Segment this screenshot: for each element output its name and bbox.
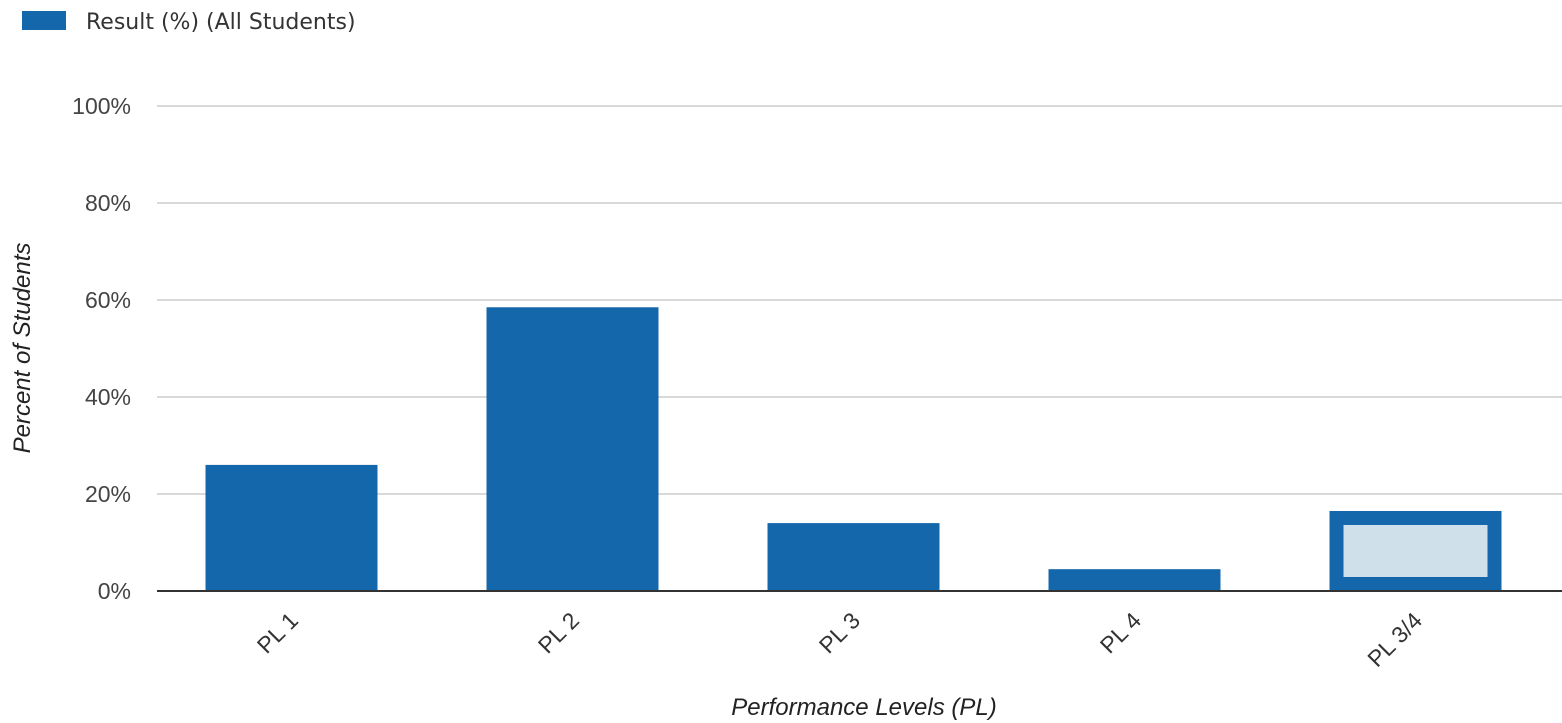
bars <box>205 307 1502 591</box>
y-axis-ticks: 0% 20% 40% 60% 80% 100% <box>72 93 131 604</box>
y-tick-label: 80% <box>85 190 131 216</box>
y-tick-label: 60% <box>85 287 131 313</box>
y-tick-label: 100% <box>72 93 131 119</box>
x-category-label: PL 3 <box>814 607 865 658</box>
bar-pl-2 <box>486 307 659 591</box>
x-category-label: PL 4 <box>1095 607 1146 658</box>
legend-label: Result (%) (All Students) <box>86 10 356 35</box>
bar-highlight-fill <box>1343 524 1488 577</box>
x-axis-categories: PL 1 PL 2 PL 3 PL 4 PL 3/4 <box>252 607 1427 672</box>
legend-swatch <box>22 11 66 30</box>
y-axis-title: Percent of Students <box>9 243 36 454</box>
x-category-label: PL 3/4 <box>1362 607 1427 672</box>
bar-pl-3 <box>767 523 940 591</box>
bar-pl-4 <box>1048 569 1221 591</box>
x-category-label: PL 2 <box>533 607 584 658</box>
y-tick-label: 0% <box>98 578 131 604</box>
x-axis-title: Performance Levels (PL) <box>731 694 996 721</box>
gridlines <box>157 105 1562 495</box>
y-tick-label: 40% <box>85 384 131 410</box>
bar-pl-1 <box>205 464 378 591</box>
y-tick-label: 20% <box>85 481 131 507</box>
legend: Result (%) (All Students) <box>22 10 356 35</box>
x-category-label: PL 1 <box>252 607 303 658</box>
